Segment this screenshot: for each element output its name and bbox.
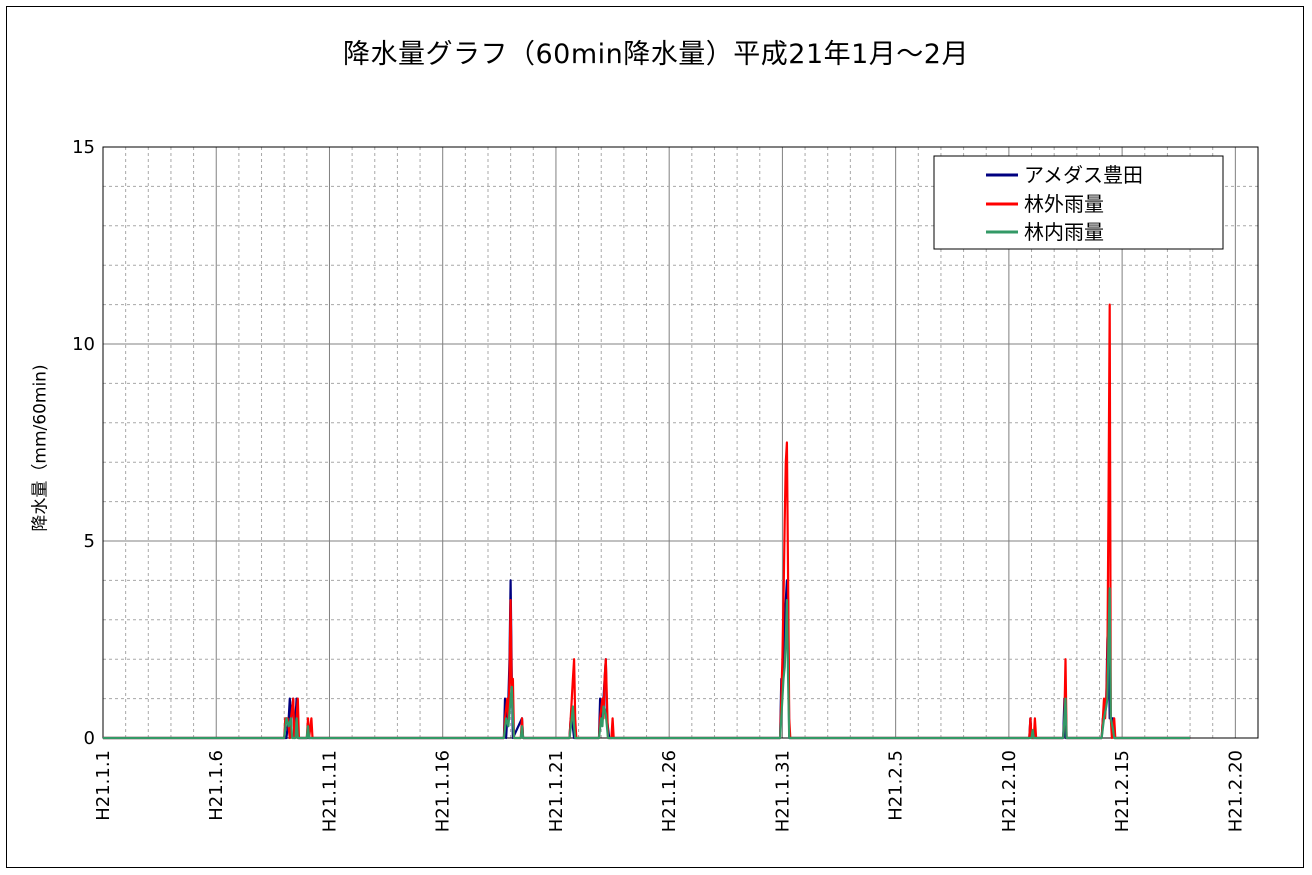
series-lines — [103, 303, 1191, 740]
legend-label-1: 林外雨量 — [1024, 192, 1104, 216]
x-tick-label: H21.1.31 — [772, 750, 793, 832]
x-tick-labels: H21.1.1 H21.1.6 H21.1.11 H21.1.16 H21.1.21 H2… — [93, 750, 1246, 832]
legend-label-2: 林内雨量 — [1024, 220, 1104, 244]
series-line-2 — [103, 587, 1191, 740]
x-tick-label: H21.1.1 — [93, 750, 114, 821]
x-tick-label: H21.1.11 — [319, 750, 340, 832]
x-tick-label: H21.2.10 — [999, 750, 1020, 832]
y-tick-label: 15 — [72, 137, 95, 158]
x-tick-label: H21.1.26 — [659, 750, 680, 832]
legend-box — [933, 155, 1224, 250]
x-tick-label: H21.2.20 — [1225, 750, 1246, 832]
x-tick-label: H21.1.16 — [433, 750, 454, 832]
chart-title: 降水量グラフ（60min降水量）平成21年1月～2月 — [343, 39, 969, 70]
x-tick-label: H21.1.21 — [546, 750, 567, 832]
y-tick-label: 10 — [72, 334, 95, 355]
chart-frame — [6, 6, 1304, 868]
x-tick-label: H21.1.6 — [206, 750, 227, 821]
x-tick-label: H21.2.15 — [1112, 750, 1133, 832]
legend: アメダス豊田 林外雨量 林内雨量 — [933, 155, 1224, 250]
y-tick-label: 5 — [84, 531, 95, 552]
x-tick-label: H21.2.5 — [886, 750, 907, 821]
y-tick-labels: 0 5 10 15 — [72, 137, 95, 749]
legend-label-0: アメダス豊田 — [1024, 163, 1143, 187]
y-tick-label: 0 — [84, 728, 95, 749]
